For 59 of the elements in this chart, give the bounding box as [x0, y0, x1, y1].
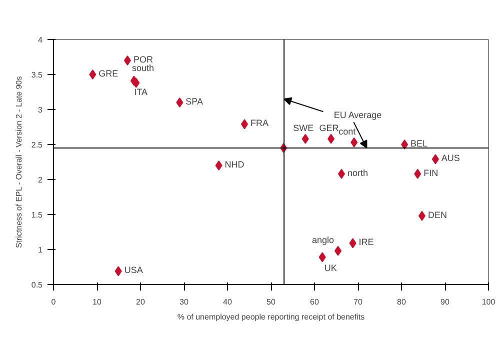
point — [302, 134, 309, 144]
annotation: SWE — [293, 122, 314, 133]
annotation: SPA — [186, 96, 203, 106]
point — [334, 246, 342, 256]
annotation: NHD — [224, 160, 245, 170]
annotation: USA — [124, 265, 143, 276]
point — [401, 140, 408, 150]
y-tick-label: 3 — [38, 106, 44, 114]
point — [114, 266, 122, 276]
annotation: DEN — [428, 210, 447, 220]
point — [176, 98, 184, 108]
point — [124, 56, 131, 66]
annotation: north — [347, 168, 368, 178]
x-tick-label: 30 — [180, 298, 189, 306]
x-tick-label: 50 — [266, 298, 276, 306]
annotation: ITA — [134, 86, 148, 97]
y-tick-label: 3.5 — [31, 70, 44, 80]
annotation: AUS — [441, 153, 460, 164]
point — [349, 238, 356, 248]
point — [215, 160, 222, 170]
x-tick-label: 20 — [136, 298, 146, 306]
annotation: anglo — [312, 234, 334, 245]
y-tick-label: 0.5 — [31, 280, 44, 290]
x-tick-label: 100 — [482, 298, 496, 306]
point — [432, 154, 439, 164]
x-tick-label: 40 — [223, 298, 232, 306]
annotation: GER — [319, 122, 340, 133]
point — [132, 78, 140, 88]
annotation: FIN — [424, 168, 438, 178]
annotation: POR — [133, 54, 154, 64]
annotation: GRE — [98, 68, 118, 78]
x-axis-title: % of unemployed people reporting receipt of benefits — [177, 312, 365, 322]
y-tick-label: 1 — [38, 246, 44, 254]
annotation: BEL — [410, 138, 428, 148]
annotation: FRA — [250, 118, 268, 128]
point — [240, 119, 248, 130]
annotation: south — [132, 62, 154, 73]
annotation: cont — [338, 126, 356, 136]
annotation: IRE — [358, 237, 374, 248]
annotation: UK — [324, 263, 337, 274]
point — [418, 210, 426, 221]
y-axis-title: Strictness of EPL - Overall - Version 2 - Late 90s — [14, 76, 24, 248]
x-tick-label: 90 — [440, 298, 450, 306]
x-tick-label: 70 — [354, 298, 363, 306]
y-tick-label: 2 — [38, 176, 44, 184]
point — [318, 252, 326, 262]
point — [338, 168, 345, 179]
y-tick-label: 4 — [38, 36, 44, 44]
point — [414, 168, 422, 179]
x-tick-label: 10 — [92, 298, 102, 306]
y-tick-label: 1.5 — [31, 210, 44, 220]
point — [350, 137, 358, 148]
x-tick-label: 60 — [310, 298, 320, 306]
y-tick-label: 2.5 — [31, 140, 44, 150]
x-tick-label: 0 — [51, 298, 56, 306]
point — [89, 70, 96, 80]
annotation: EU Average — [334, 110, 382, 120]
point — [328, 134, 335, 144]
x-tick-label: 80 — [397, 298, 406, 306]
